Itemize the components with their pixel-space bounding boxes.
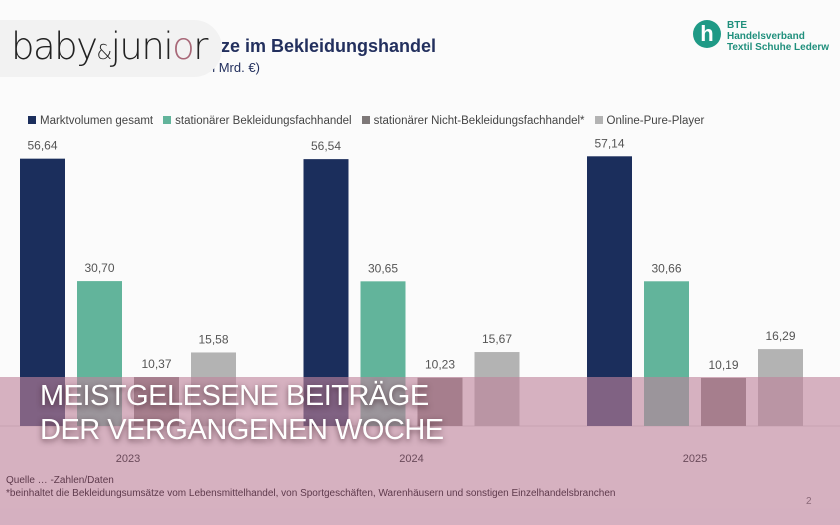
legend-swatch (361, 116, 370, 124)
bte-line: Handelsverband (727, 31, 805, 42)
legend-item: Online-Pure-Player (594, 115, 705, 127)
legend-swatch (594, 116, 603, 124)
legend-item: stationärer Bekleidungsfachhandel (163, 115, 352, 127)
legend-swatch (28, 116, 36, 124)
site-logo[interactable]: baby&junior (0, 20, 222, 77)
bte-line: Textil Schuhe Lederw (727, 42, 830, 53)
data-label: 10,23 (425, 358, 455, 372)
headline[interactable]: MEISTGELESENE BEITRÄGE DER VERGANGENEN W… (40, 379, 444, 447)
data-label: 16,29 (765, 329, 795, 343)
legend-label: Marktvolumen gesamt (40, 115, 154, 127)
chart-subtitle: in Mrd. €) (205, 60, 260, 75)
data-label: 15,58 (198, 332, 228, 346)
legend-label: stationärer Bekleidungsfachhandel (175, 115, 352, 127)
legend: Marktvolumen gesamt stationärer Bekleidu… (28, 115, 704, 127)
data-label: 10,37 (141, 357, 171, 371)
source-line: Quelle … -Zahlen/Daten (6, 475, 114, 486)
headline-line: DER VERGANGENEN WOCHE (40, 414, 444, 446)
legend-label: Online-Pure-Player (606, 115, 705, 127)
page-number: 2 (806, 496, 812, 507)
data-label: 56,64 (27, 139, 57, 153)
source-note: Quelle … -Zahlen/Daten *beinhaltet die B… (6, 474, 615, 500)
data-label: 10,19 (708, 358, 738, 372)
data-label: 30,65 (368, 261, 398, 275)
data-label: 56,54 (311, 139, 341, 153)
legend-swatch (163, 116, 172, 124)
data-label: 30,66 (651, 261, 681, 275)
legend-label: stationärer Nicht-Bekleidungsfachhandel* (373, 115, 585, 127)
legend-item: stationärer Nicht-Bekleidungsfachhandel* (361, 115, 585, 127)
footnote: *beinhaltet die Bekleidungsumsätze vom L… (6, 488, 616, 499)
data-label: 15,67 (482, 332, 512, 346)
chart-title: ätze im Bekleidungshandel (205, 36, 437, 56)
headline-line: MEISTGELESENE BEITRÄGE (40, 380, 429, 412)
data-label: 57,14 (594, 136, 624, 150)
data-label: 30,70 (84, 261, 114, 275)
legend-item: Marktvolumen gesamt (28, 115, 153, 127)
bte-mark-icon: h (693, 20, 721, 48)
logo-text: baby&junior (11, 25, 208, 68)
headline-overlay[interactable] (0, 377, 840, 525)
bte-line: BTE (727, 20, 747, 31)
